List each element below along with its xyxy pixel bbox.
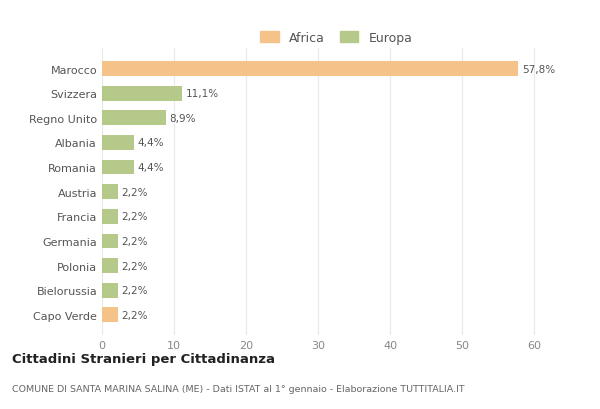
Text: 2,2%: 2,2% [121, 310, 148, 320]
Text: 2,2%: 2,2% [121, 236, 148, 246]
Bar [102, 87, 182, 101]
Bar [102, 62, 518, 77]
Bar [102, 308, 118, 322]
Legend: Africa, Europa: Africa, Europa [255, 27, 417, 49]
Text: COMUNE DI SANTA MARINA SALINA (ME) - Dati ISTAT al 1° gennaio - Elaborazione TUT: COMUNE DI SANTA MARINA SALINA (ME) - Dat… [12, 384, 464, 393]
Bar [102, 185, 118, 200]
Text: 4,4%: 4,4% [137, 163, 164, 173]
Bar [102, 283, 118, 298]
Bar [102, 209, 118, 224]
Text: 2,2%: 2,2% [121, 212, 148, 222]
Text: 2,2%: 2,2% [121, 285, 148, 295]
Text: 2,2%: 2,2% [121, 187, 148, 197]
Bar [102, 234, 118, 249]
Text: 4,4%: 4,4% [137, 138, 164, 148]
Bar [102, 258, 118, 273]
Text: Cittadini Stranieri per Cittadinanza: Cittadini Stranieri per Cittadinanza [12, 352, 275, 365]
Text: 2,2%: 2,2% [121, 261, 148, 271]
Bar [102, 160, 134, 175]
Bar [102, 111, 166, 126]
Text: 11,1%: 11,1% [185, 89, 218, 99]
Text: 57,8%: 57,8% [522, 65, 555, 74]
Bar [102, 136, 134, 151]
Text: 8,9%: 8,9% [170, 114, 196, 124]
